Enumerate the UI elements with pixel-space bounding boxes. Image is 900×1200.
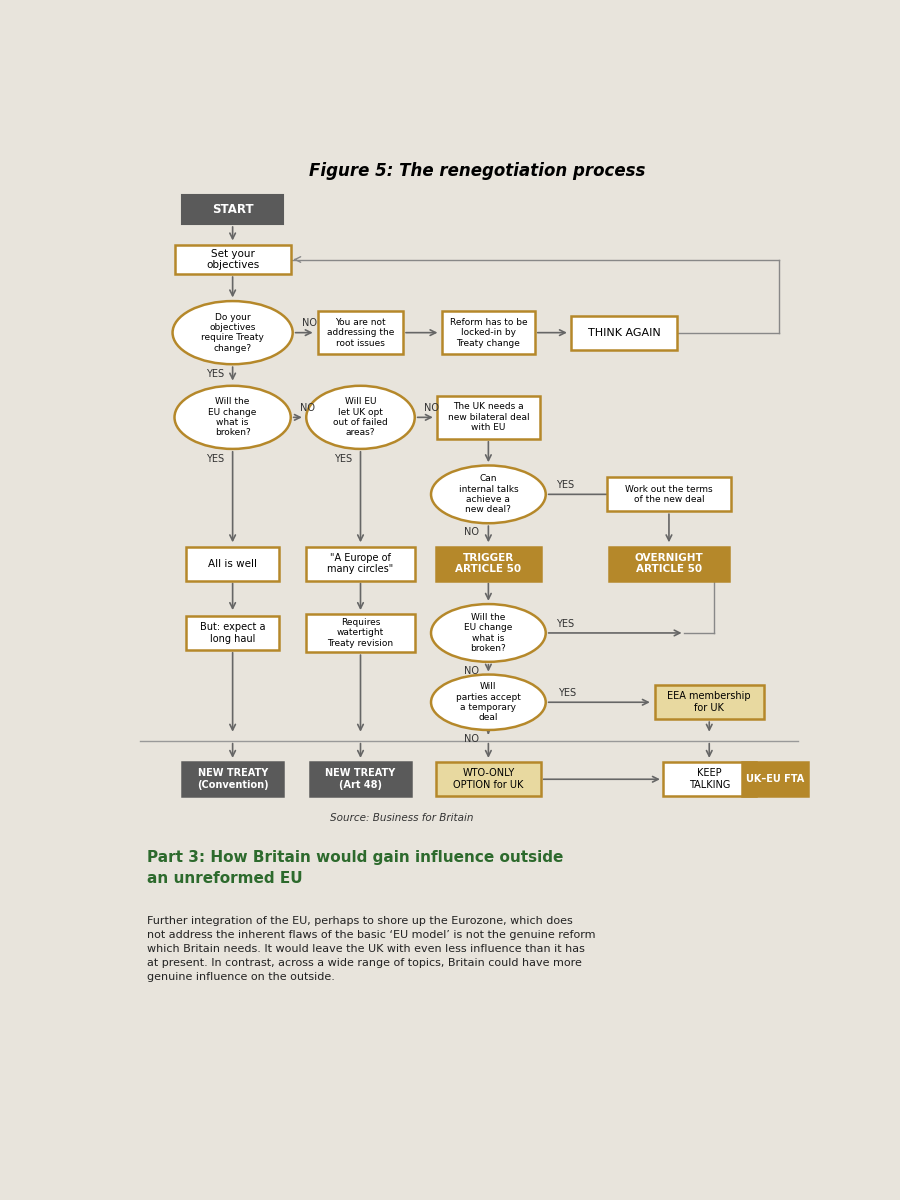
Text: NO: NO	[424, 403, 439, 413]
FancyBboxPatch shape	[607, 478, 731, 511]
FancyBboxPatch shape	[609, 547, 729, 581]
FancyBboxPatch shape	[175, 245, 291, 274]
FancyBboxPatch shape	[571, 316, 678, 349]
Text: The UK needs a
new bilateral deal
with EU: The UK needs a new bilateral deal with E…	[447, 402, 529, 432]
Text: Do your
objectives
require Treaty
change?: Do your objectives require Treaty change…	[202, 312, 264, 353]
FancyBboxPatch shape	[182, 762, 283, 796]
Text: YES: YES	[556, 619, 574, 629]
Text: YES: YES	[556, 480, 574, 490]
Ellipse shape	[431, 604, 545, 662]
Text: Reform has to be
locked-in by
Treaty change: Reform has to be locked-in by Treaty cha…	[450, 318, 527, 348]
Text: NO: NO	[302, 318, 317, 329]
Text: WTO-ONLY
OPTION for UK: WTO-ONLY OPTION for UK	[454, 768, 524, 790]
FancyBboxPatch shape	[182, 194, 283, 224]
Ellipse shape	[431, 466, 545, 523]
Text: OVERNIGHT
ARTICLE 50: OVERNIGHT ARTICLE 50	[634, 553, 703, 575]
Text: NO: NO	[464, 666, 479, 676]
Text: YES: YES	[558, 688, 577, 698]
Text: THINK AGAIN: THINK AGAIN	[588, 328, 661, 337]
Text: "A Europe of
many circles": "A Europe of many circles"	[328, 553, 393, 575]
Ellipse shape	[175, 385, 291, 449]
Text: NO: NO	[464, 528, 479, 538]
FancyBboxPatch shape	[436, 547, 541, 581]
FancyBboxPatch shape	[318, 312, 403, 354]
Text: UK–EU FTA: UK–EU FTA	[746, 774, 805, 785]
Text: Part 3: How Britain would gain influence outside
an unreformed EU: Part 3: How Britain would gain influence…	[148, 850, 563, 886]
Text: Will the
EU change
what is
broken?: Will the EU change what is broken?	[209, 397, 256, 438]
FancyBboxPatch shape	[655, 685, 763, 719]
FancyBboxPatch shape	[306, 613, 415, 653]
Text: Will the
EU change
what is
broken?: Will the EU change what is broken?	[464, 613, 513, 653]
Text: Will
parties accept
a temporary
deal: Will parties accept a temporary deal	[456, 682, 521, 722]
FancyBboxPatch shape	[310, 762, 411, 796]
Text: All is well: All is well	[208, 559, 257, 569]
FancyBboxPatch shape	[306, 547, 415, 581]
Text: YES: YES	[206, 454, 225, 464]
Text: NEW TREATY
(Convention): NEW TREATY (Convention)	[197, 768, 268, 790]
FancyBboxPatch shape	[437, 396, 539, 438]
Ellipse shape	[173, 301, 292, 365]
Text: Will EU
let UK opt
out of failed
areas?: Will EU let UK opt out of failed areas?	[333, 397, 388, 438]
Text: Requires
watertight
Treaty revision: Requires watertight Treaty revision	[328, 618, 393, 648]
Text: But: expect a
long haul: But: expect a long haul	[200, 622, 266, 643]
Ellipse shape	[431, 674, 545, 730]
FancyBboxPatch shape	[442, 312, 535, 354]
Text: NEW TREATY
(Art 48): NEW TREATY (Art 48)	[326, 768, 396, 790]
FancyBboxPatch shape	[742, 762, 808, 796]
Text: Work out the terms
of the new deal: Work out the terms of the new deal	[626, 485, 713, 504]
Text: YES: YES	[206, 370, 225, 379]
Text: Further integration of the EU, perhaps to shore up the Eurozone, which does
not : Further integration of the EU, perhaps t…	[148, 916, 596, 982]
Text: EEA membership
for UK: EEA membership for UK	[668, 691, 751, 713]
FancyBboxPatch shape	[662, 762, 756, 796]
Text: Source: Business for Britain: Source: Business for Britain	[329, 812, 473, 823]
FancyBboxPatch shape	[186, 547, 279, 581]
Text: Figure 5: The renegotiation process: Figure 5: The renegotiation process	[309, 162, 645, 180]
Text: NO: NO	[464, 734, 479, 744]
Text: Can
internal talks
achieve a
new deal?: Can internal talks achieve a new deal?	[459, 474, 518, 515]
FancyBboxPatch shape	[436, 762, 541, 796]
Text: YES: YES	[335, 454, 353, 464]
Text: START: START	[212, 203, 254, 216]
Text: You are not
addressing the
root issues: You are not addressing the root issues	[327, 318, 394, 348]
Text: KEEP
TALKING: KEEP TALKING	[688, 768, 730, 790]
FancyBboxPatch shape	[186, 616, 279, 650]
Text: NO: NO	[301, 403, 315, 413]
Text: TRIGGER
ARTICLE 50: TRIGGER ARTICLE 50	[455, 553, 521, 575]
Text: Set your
objectives: Set your objectives	[206, 248, 259, 270]
Ellipse shape	[306, 385, 415, 449]
